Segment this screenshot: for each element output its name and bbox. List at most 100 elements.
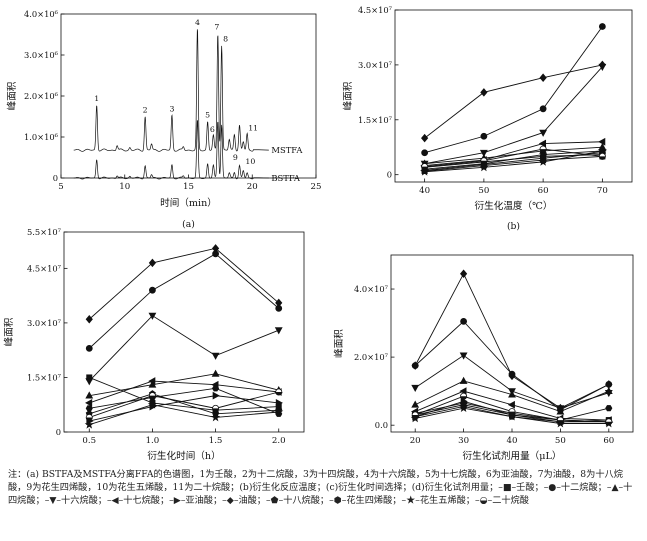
- panel-caption: (a): [182, 219, 195, 230]
- x-axis-label: 衍生化时间（h）: [147, 450, 220, 462]
- data-point: [421, 163, 429, 171]
- data-point: [598, 60, 606, 70]
- data-point: [479, 162, 489, 172]
- series-line: [424, 66, 603, 165]
- figure-canvas: 5 10 15 20 2501.0×10⁶2.0×10⁶3.0×10⁶4.0×10⁶MS…: [3, 5, 634, 482]
- legend-label: 十六烷酸；: [61, 495, 107, 506]
- legend-symbol: –●–: [543, 482, 561, 493]
- legend-symbol: –■–: [498, 482, 517, 493]
- series-diamond: [85, 244, 283, 324]
- peak-label: 3: [169, 104, 174, 113]
- data-point: [538, 139, 547, 148]
- data-point: [539, 73, 547, 82]
- data-point: [147, 399, 157, 409]
- x-tick-label: 10: [119, 182, 130, 192]
- series-line: [424, 64, 603, 139]
- legend-symbol: –▲–: [606, 482, 624, 493]
- data-point: [148, 392, 156, 400]
- y-tick-label: 0: [387, 170, 392, 180]
- data-point: [460, 392, 468, 400]
- peak-label: 9: [233, 153, 238, 162]
- y-tick-label: 0: [56, 427, 61, 437]
- x-axis-label: 衍生化温度（℃）: [475, 200, 553, 212]
- x-tick-label: 20: [247, 182, 258, 192]
- data-point: [539, 145, 547, 153]
- data-point: [480, 157, 488, 165]
- x-tick-label: 40: [507, 436, 518, 446]
- data-point: [85, 344, 93, 352]
- series-line: [89, 387, 279, 415]
- legend-symbol: –★–: [401, 495, 420, 506]
- x-tick-label: 15: [183, 182, 194, 192]
- data-point: [275, 298, 283, 308]
- data-point: [539, 105, 547, 113]
- y-tick-label: 4.5×10⁷: [27, 263, 62, 273]
- y-tick-label: 3.0×10⁷: [27, 318, 62, 328]
- x-tick-label: 60: [538, 186, 549, 196]
- x-tick-label: 20: [410, 436, 421, 446]
- data-point: [212, 404, 220, 412]
- y-tick-label: 0.0: [375, 420, 388, 430]
- note-legend: –■–壬酸；–●–十二烷酸；–▲–十四烷酸；–▼–十六烷酸；–◀–十七烷酸；–▶…: [8, 482, 632, 506]
- data-point: [459, 352, 468, 360]
- data-point: [479, 149, 488, 157]
- legend-symbol: –▼–: [44, 495, 62, 506]
- y-tick-label: 5.5×10⁷: [27, 227, 62, 237]
- data-point: [411, 361, 419, 370]
- data-point: [459, 376, 468, 384]
- peak-label: 10: [245, 157, 255, 166]
- data-point: [420, 166, 430, 176]
- series-line: [424, 152, 603, 171]
- panel-d-reagent-chart: 20 30 40 50 60 0.0 2.0×10⁷ 4.0×10⁷ 衍生化试剂用量（μL） 峰面…: [333, 254, 634, 482]
- series-line: [424, 150, 603, 170]
- legend-label: 十八烷酸；: [283, 495, 330, 506]
- data-point: [480, 132, 488, 140]
- trace-bstfa: [73, 120, 269, 180]
- series-half-circle: [411, 392, 613, 426]
- data-point: [604, 389, 613, 398]
- data-point: [212, 391, 220, 400]
- data-point: [460, 269, 468, 278]
- x-tick-label: 0.5: [82, 436, 96, 446]
- series-line: [424, 141, 603, 166]
- data-point: [598, 152, 606, 160]
- panel-caption: (b): [507, 221, 520, 232]
- series-line: [89, 380, 279, 404]
- x-tick-label: 1.5: [209, 436, 223, 446]
- peak-label: 11: [248, 124, 258, 133]
- peak-label: 5: [205, 110, 210, 119]
- y-axis-label: 峰面积: [3, 317, 15, 346]
- data-point: [85, 391, 94, 399]
- y-tick-label: 3.0×10⁶: [24, 50, 59, 60]
- data-point: [538, 157, 548, 166]
- legend-symbol: –◀–: [106, 495, 124, 506]
- data-point: [85, 413, 93, 421]
- series-line: [414, 272, 609, 409]
- legend-label: 二十烷酸: [492, 495, 529, 506]
- series-line: [88, 247, 280, 320]
- legend-label: 亚油酸；: [185, 495, 223, 506]
- legend-label: 油酸；: [238, 495, 266, 506]
- y-tick-label: 2.0×10⁶: [24, 91, 59, 101]
- series-square: [421, 153, 606, 175]
- data-point: [275, 388, 283, 396]
- legend-label: 花生四烯酸；: [346, 495, 402, 506]
- series-line: [89, 404, 279, 426]
- data-point: [459, 403, 469, 413]
- legend-label: 十四烷酸；: [8, 482, 633, 506]
- series-line: [424, 26, 603, 154]
- y-axis-label: 峰面积: [6, 81, 18, 110]
- y-tick-label: 3.0×10⁷: [358, 60, 393, 70]
- series-line: [88, 315, 279, 382]
- peak-label: 4: [195, 18, 200, 27]
- peak-label: 1: [94, 94, 99, 103]
- x-axis-label: 衍生化试剂用量（μL）: [463, 450, 562, 462]
- data-point: [508, 408, 516, 416]
- peak-label: 8: [223, 35, 228, 44]
- data-point: [460, 317, 467, 325]
- series-line: [89, 391, 279, 418]
- data-point: [411, 411, 419, 419]
- data-point: [84, 419, 94, 429]
- data-point: [598, 137, 606, 146]
- x-tick-label: 50: [478, 186, 489, 196]
